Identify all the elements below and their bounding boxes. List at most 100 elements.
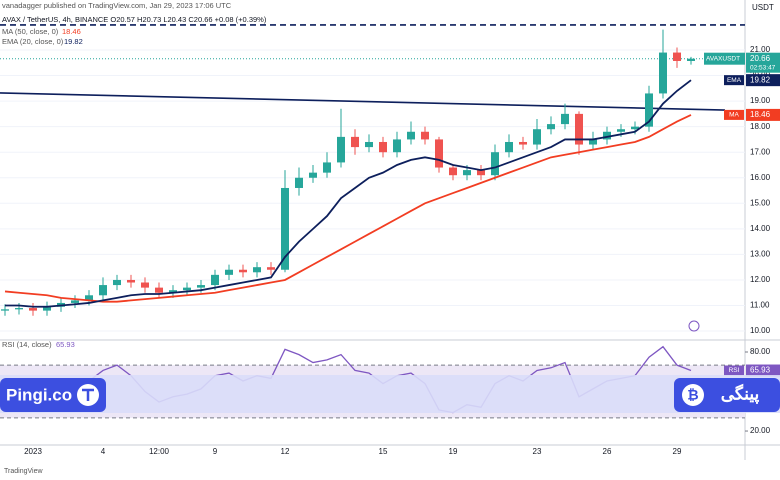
candle-body [71,300,79,303]
candle-body [463,170,471,176]
tag-name: MA [729,112,739,119]
legend-name: EMA (20, close, 0) [2,37,64,46]
bitcoin-icon [682,384,704,406]
candle-body [687,58,695,61]
candle-body [295,177,303,188]
legend-value: 19.82 [64,37,83,46]
candle-body [225,269,233,275]
candle-body [85,295,93,301]
y-tick-label: 15.00 [750,198,771,207]
candle-body [1,309,9,311]
candle-body [645,93,653,127]
candle-body [533,129,541,145]
x-tick-label: 29 [673,447,682,456]
candle-body [211,274,219,286]
candle-body [449,167,457,176]
rsi-legend-value: 65.93 [56,340,75,349]
rsi-title: RSI (14, close) [2,340,52,349]
candle-body [477,170,485,176]
candle-body [267,267,275,270]
candle-body [575,113,583,145]
y-tick-label: 18.00 [750,122,771,131]
x-tick-label: 26 [603,447,612,456]
watermark-band [0,375,780,413]
candle-body [435,139,443,168]
y-tick-label: 21.00 [750,45,771,54]
rsi-tag-name-box [724,365,744,376]
candle-body [379,141,387,153]
symbol-tag-box [704,52,745,65]
candle-body [673,52,681,61]
y-tick-label: 12.00 [750,275,771,284]
y-tick-label: 80.00 [750,347,771,356]
rsi-tag-box [746,364,780,377]
axis-unit: USDT [752,3,774,12]
candle-body [631,126,639,130]
price-pane: 10.00 11.00 12.00 13.00 14.00 15.00 16.00 17.00… [0,3,780,335]
candle-body [393,139,401,153]
candle-body [603,131,611,140]
watermark-right-panel [674,378,780,412]
footer: TradingView [4,468,43,475]
legend-name: MA (50, close, 0) [2,27,59,36]
candle-body [561,113,569,125]
tag-value: 18.46 [750,110,771,119]
candle-body [491,152,499,176]
tag-box [746,74,780,87]
candle-body [113,279,121,286]
candle-body [519,141,527,145]
rsi-tag-name: RSI [729,367,740,374]
y-tick-label: 20.00 [750,426,771,435]
watermark-left-panel [0,378,106,412]
x-tick-label: 15 [379,447,388,456]
candle-body [15,308,23,310]
x-tick-label: 9 [213,447,218,456]
rsi-tag: 65.93 [750,366,771,375]
tag-value: 19.82 [750,75,771,84]
price-tag-box [746,52,780,73]
candle-body [351,136,359,148]
publisher: vanadagger published on TradingView.com,… [2,1,232,10]
indicator-line [4,114,692,303]
candle-body [309,172,317,178]
y-tick-label: 10.00 [750,326,771,335]
y-tick-label: 17.00 [750,147,771,156]
candle-body [407,131,415,140]
tag-box [746,108,780,121]
candle-body [365,141,373,148]
y-tick-label: 14.00 [750,224,771,233]
candle-body [421,131,429,140]
tag-name: EMA [727,77,742,84]
indicator-line [5,79,692,308]
y-tick-label: 16.00 [750,173,771,182]
candle-body [141,282,149,288]
candle-body [169,290,177,293]
y-tick-label: 19.00 [750,96,771,105]
candle-body [239,269,247,273]
trend-line [0,92,726,111]
y-tick-label: 13.00 [750,250,771,259]
tether-glyph [82,388,94,401]
x-tick-label: 12 [281,447,290,456]
tag-name-box [724,109,744,120]
legend-value: 18.46 [62,27,81,36]
candle-body [547,124,555,130]
x-tick-label: 19 [449,447,458,456]
x-tick-label: 2023 [24,447,42,456]
price-tag: 20.66 [750,54,771,63]
bitcoin-glyph: ₿ [687,387,698,403]
candle-body [281,187,289,270]
candle-body [29,308,37,311]
watermark: Pingi.co ₿ پینگی [0,375,780,413]
candle-body [505,141,513,153]
candle-body [43,306,51,311]
candle-body [127,279,135,283]
candle-body [183,287,191,291]
candle-body [659,52,667,94]
candle-body [99,285,107,296]
countdown: 02:53:47 [750,64,776,71]
x-tick-label: 12:00 [149,447,170,456]
candle-body [253,267,261,273]
candle-body [197,285,205,288]
